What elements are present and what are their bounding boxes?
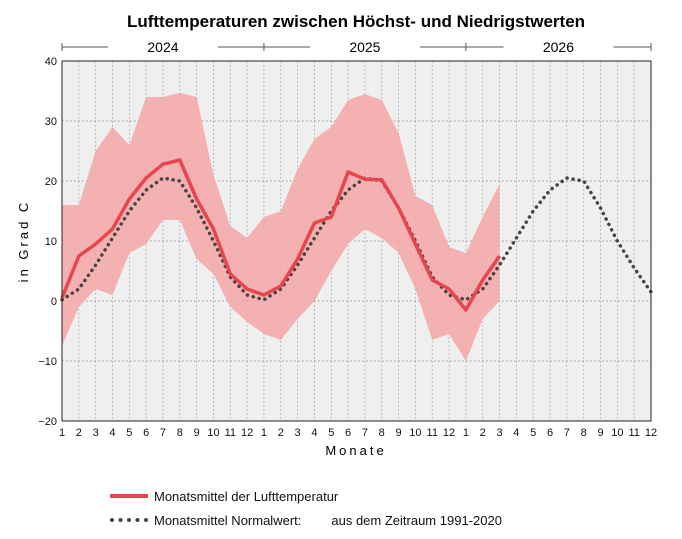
x-tick-label: 11 <box>427 427 438 439</box>
y-tick-label: −20 <box>38 416 57 428</box>
y-tick-label: 10 <box>45 236 57 248</box>
x-tick-label: 10 <box>409 427 421 439</box>
x-tick-label: 4 <box>311 427 317 439</box>
x-tick-label: 7 <box>160 427 166 439</box>
year-header: 2024 2025 2026 <box>61 39 652 55</box>
x-tick-label: 4 <box>513 427 519 439</box>
x-tick-label: 9 <box>194 427 200 439</box>
y-tick-label: 30 <box>45 116 57 128</box>
year-label: 2026 <box>543 39 574 55</box>
x-tick-label: 1 <box>59 427 65 439</box>
x-tick-label: 3 <box>93 427 99 439</box>
x-tick-label: 9 <box>597 427 603 439</box>
x-tick-label: 8 <box>581 427 587 439</box>
legend-label-mean: Monatsmittel der Lufttemperatur <box>154 488 339 504</box>
year-label: 2024 <box>147 39 178 55</box>
x-tick-label: 6 <box>547 427 553 439</box>
y-axis-label: in Grad C <box>16 200 31 283</box>
legend-item-normal: Monatsmittel Normalwert: aus dem Zeitrau… <box>110 508 502 532</box>
x-tick-label: 3 <box>295 427 301 439</box>
x-tick-label: 1 <box>463 427 469 439</box>
x-tick-label: 10 <box>611 427 623 439</box>
x-tick-label: 6 <box>143 427 149 439</box>
x-tick-label: 3 <box>496 427 502 439</box>
legend: Monatsmittel der Lufttemperatur Monatsmi… <box>110 484 502 532</box>
year-label: 2025 <box>349 39 380 55</box>
x-tick-label: 5 <box>530 427 536 439</box>
x-tick-label: 11 <box>628 427 639 439</box>
x-tick-label: 7 <box>362 427 368 439</box>
y-tick-label: 20 <box>45 176 57 188</box>
chart-title: Lufttemperaturen zwischen Höchst- und Ni… <box>127 12 585 31</box>
x-tick-label: 8 <box>379 427 385 439</box>
legend-swatch-normal <box>110 518 148 522</box>
y-tick-label: 0 <box>51 296 57 308</box>
series-line-mean <box>60 158 501 312</box>
legend-note: aus dem Zeitraum 1991-2020 <box>331 512 502 528</box>
x-tick-label: 9 <box>396 427 402 439</box>
x-tick-label: 11 <box>225 427 236 439</box>
y-tick-label: −10 <box>38 356 57 368</box>
x-tick-label: 12 <box>241 427 253 439</box>
x-tick-label: 7 <box>564 427 570 439</box>
y-axis-ticks: −20 −10 0 10 20 30 40 <box>38 56 57 428</box>
x-tick-label: 10 <box>207 427 219 439</box>
x-tick-label: 12 <box>645 427 657 439</box>
x-tick-label: 2 <box>480 427 486 439</box>
x-tick-label: 6 <box>345 427 351 439</box>
legend-swatch-mean <box>110 494 148 498</box>
series-line-normal <box>60 176 653 302</box>
temperature-range-band <box>62 92 500 362</box>
y-tick-label: 40 <box>45 56 57 68</box>
legend-label-normal: Monatsmittel Normalwert: <box>154 512 302 528</box>
x-tick-label: 12 <box>443 427 455 439</box>
x-axis-ticks: 1 2 3 4 5 6 7 8 9 10 11 12 1 2 3 4 5 6 7 8 9 10 11 12 1 2 3 4 5 6 7 8 9 1… <box>59 427 657 439</box>
x-tick-label: 2 <box>76 427 82 439</box>
plot-frame <box>61 60 652 422</box>
x-tick-label: 5 <box>328 427 334 439</box>
x-tick-label: 5 <box>126 427 132 439</box>
legend-item-mean: Monatsmittel der Lufttemperatur <box>110 484 502 508</box>
x-axis-label: Monate <box>325 443 386 458</box>
x-tick-label: 8 <box>177 427 183 439</box>
x-tick-label: 1 <box>261 427 267 439</box>
x-tick-label: 2 <box>278 427 284 439</box>
x-tick-label: 4 <box>109 427 115 439</box>
